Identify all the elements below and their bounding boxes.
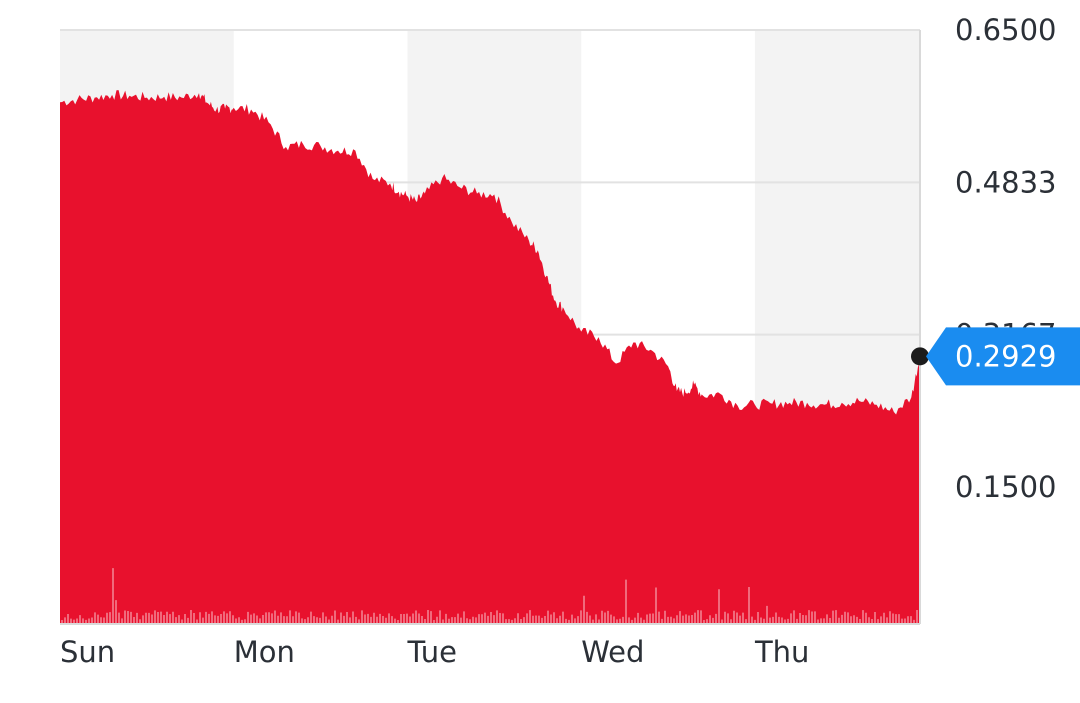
x-tick-label: Mon (234, 635, 295, 669)
x-tick-label: Tue (406, 635, 457, 669)
last-price-dot (911, 347, 929, 366)
x-axis-ticks: Sun Mon Tue Wed Thu (60, 635, 809, 669)
x-tick-label: Wed (581, 635, 644, 669)
x-tick-label: Sun (60, 635, 115, 669)
last-price-badge (926, 327, 1080, 386)
axis-lines (60, 30, 921, 625)
price-area (60, 90, 920, 625)
y-tick-label: 0.1500 (955, 470, 1056, 504)
y-tick-label: 0.4833 (955, 165, 1056, 199)
y-tick-label: 0.6500 (955, 13, 1056, 47)
last-price-label: 0.2929 (955, 339, 1056, 373)
last-price-marker: 0.2929 (911, 327, 1080, 386)
area-layer (60, 90, 920, 625)
volume-layer (61, 568, 918, 624)
x-tick-label: Thu (754, 635, 809, 669)
